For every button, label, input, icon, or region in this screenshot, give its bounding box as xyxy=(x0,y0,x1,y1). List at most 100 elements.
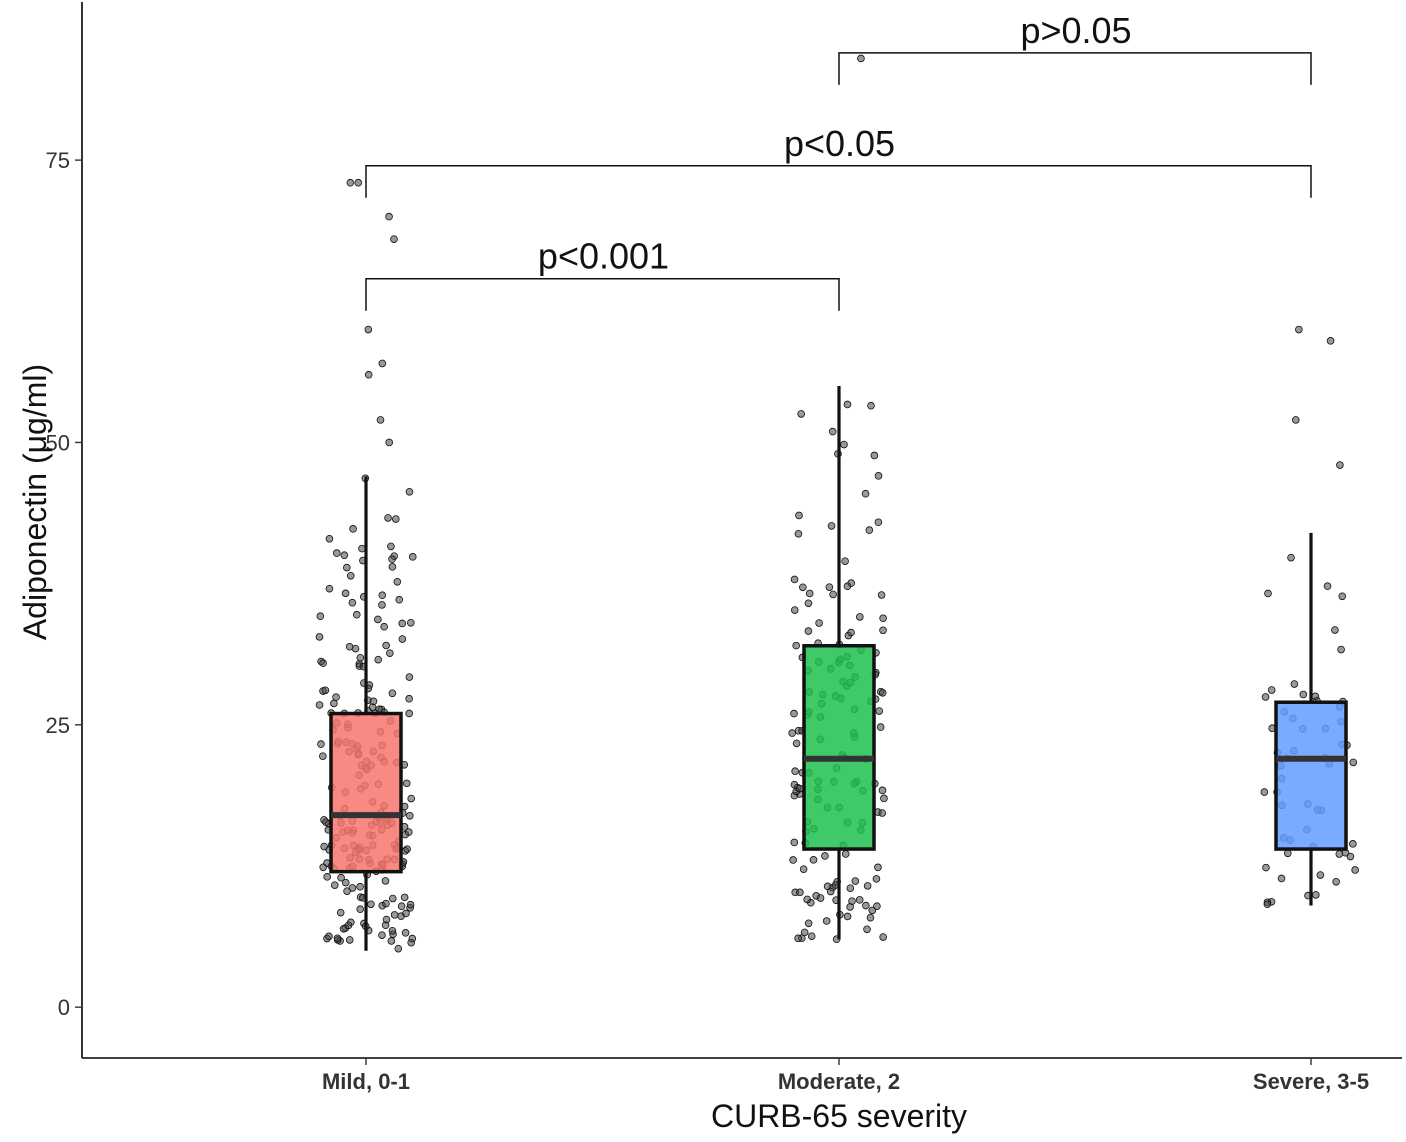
data-point xyxy=(319,863,328,872)
data-point xyxy=(790,575,799,584)
data-point xyxy=(846,903,854,911)
outlier-point xyxy=(346,178,355,187)
data-point xyxy=(349,525,357,533)
data-point xyxy=(1267,686,1276,694)
data-point xyxy=(367,900,375,909)
p-value-label: p>0.05 xyxy=(1020,10,1131,51)
outlier-point xyxy=(354,178,363,187)
outlier-point xyxy=(378,359,387,368)
outlier-point xyxy=(1295,325,1303,334)
data-point xyxy=(867,401,875,410)
y-tick-label: 50 xyxy=(46,430,70,455)
data-point xyxy=(803,895,811,904)
data-point xyxy=(378,931,386,939)
data-point xyxy=(346,571,355,580)
data-point xyxy=(856,613,864,621)
data-point xyxy=(325,584,334,593)
data-point xyxy=(829,590,837,599)
data-point xyxy=(816,894,825,902)
data-point xyxy=(393,578,402,586)
data-point xyxy=(862,901,870,910)
outlier-point xyxy=(385,438,394,447)
data-point xyxy=(356,653,365,662)
data-point xyxy=(1312,891,1320,899)
data-point xyxy=(792,739,801,748)
data-point xyxy=(1299,690,1308,699)
data-point xyxy=(1346,852,1355,861)
p-value-label: p<0.001 xyxy=(538,236,669,277)
data-point xyxy=(405,709,413,718)
y-axis-title: Adiponectin (μg/ml) xyxy=(17,364,53,640)
data-point xyxy=(340,551,349,560)
x-tick-label: Severe, 3-5 xyxy=(1253,1069,1369,1094)
data-point xyxy=(387,542,395,551)
data-point xyxy=(382,915,391,924)
data-point xyxy=(319,659,327,667)
data-point xyxy=(382,641,390,650)
data-point xyxy=(1311,692,1320,701)
x-tick-label: Moderate, 2 xyxy=(778,1069,900,1094)
outlier-point xyxy=(364,370,373,379)
data-point xyxy=(336,908,345,917)
data-point xyxy=(795,511,803,520)
data-point xyxy=(878,786,887,795)
data-point xyxy=(1323,582,1332,590)
outlier-point xyxy=(385,212,393,221)
data-point xyxy=(840,440,848,449)
data-point xyxy=(388,926,397,935)
axes-layer: 0 25 50 75 Mild, 0-1 Moderate, 2 Severe, 3-5 xyxy=(46,2,1402,1094)
data-point xyxy=(407,794,416,803)
data-point xyxy=(873,902,881,910)
data-point xyxy=(323,873,332,881)
data-point xyxy=(847,628,855,637)
data-point xyxy=(388,563,397,571)
data-point xyxy=(332,693,340,701)
box-iqr xyxy=(1274,700,1348,851)
data-point xyxy=(343,563,351,572)
data-point xyxy=(789,856,797,864)
data-point xyxy=(315,633,324,641)
outlier-point xyxy=(1326,337,1335,345)
data-point xyxy=(794,934,802,943)
data-point xyxy=(321,686,330,695)
data-point xyxy=(851,877,860,885)
data-point xyxy=(398,619,407,628)
data-point xyxy=(402,779,411,788)
data-point xyxy=(879,614,887,623)
data-point xyxy=(790,838,799,847)
data-point xyxy=(330,699,338,708)
data-point xyxy=(876,723,885,731)
data-point xyxy=(879,626,887,635)
data-point xyxy=(402,909,410,918)
data-point xyxy=(865,526,874,534)
data-point xyxy=(378,601,386,609)
data-point xyxy=(855,896,864,904)
data-point xyxy=(792,641,800,650)
data-point xyxy=(804,599,813,608)
data-point xyxy=(843,912,852,921)
data-point xyxy=(315,701,324,709)
data-point xyxy=(401,929,410,937)
data-point xyxy=(841,850,850,858)
data-point xyxy=(797,410,805,418)
data-point xyxy=(815,619,823,627)
data-point xyxy=(388,555,396,563)
data-point xyxy=(405,487,414,496)
data-point xyxy=(1261,693,1270,701)
data-point xyxy=(1316,871,1325,879)
data-point xyxy=(1338,592,1347,601)
data-point xyxy=(874,472,883,480)
data-point xyxy=(788,729,796,737)
data-point xyxy=(352,610,361,619)
outlier-point xyxy=(1291,416,1300,424)
data-point xyxy=(807,932,816,940)
data-point xyxy=(879,933,887,941)
outlier-point xyxy=(1336,461,1344,469)
significance-annotations-layer: p<0.001 p<0.05 p>0.05 xyxy=(365,10,1312,311)
data-point xyxy=(397,902,406,911)
data-point xyxy=(791,767,799,775)
data-point xyxy=(874,863,882,872)
data-point xyxy=(343,887,351,895)
data-point xyxy=(1332,877,1340,886)
